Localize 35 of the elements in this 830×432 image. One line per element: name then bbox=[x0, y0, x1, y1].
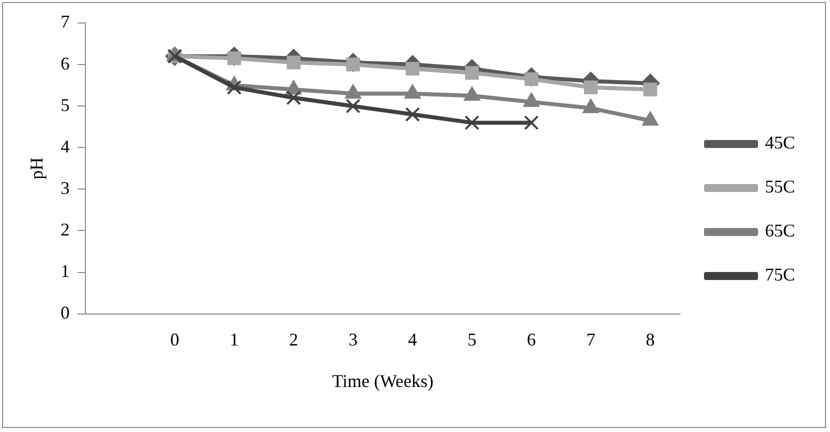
point bbox=[226, 80, 242, 95]
y-tick-label: 5 bbox=[60, 94, 70, 115]
y-tick-label: 6 bbox=[60, 53, 70, 74]
point bbox=[524, 72, 538, 86]
y-tick-label: 2 bbox=[60, 219, 70, 240]
point bbox=[405, 107, 420, 122]
x-tick-label: 8 bbox=[646, 329, 655, 350]
point bbox=[286, 56, 300, 70]
x-tick-label: 4 bbox=[408, 329, 418, 350]
y-tick-label: 0 bbox=[60, 302, 70, 323]
point bbox=[406, 62, 420, 76]
x-tick-label: 0 bbox=[170, 329, 180, 350]
point bbox=[465, 66, 479, 80]
x-tick-label: 5 bbox=[467, 329, 476, 350]
point bbox=[346, 98, 360, 114]
x-axis-title: Time (Weeks) bbox=[332, 370, 434, 391]
y-tick-label: 3 bbox=[60, 178, 70, 198]
y-axis-title: pH bbox=[26, 157, 47, 180]
legend-label: 75C bbox=[764, 264, 796, 285]
point bbox=[584, 80, 598, 94]
point bbox=[524, 115, 539, 130]
x-tick-label: 7 bbox=[586, 329, 596, 350]
x-tick-label: 3 bbox=[348, 329, 358, 350]
x-tick-label: 1 bbox=[230, 329, 239, 350]
y-tick-label: 1 bbox=[60, 260, 70, 281]
point bbox=[643, 82, 658, 96]
point bbox=[464, 115, 480, 130]
y-tick-label: 4 bbox=[60, 136, 70, 156]
x-tick-label: 6 bbox=[526, 329, 536, 350]
legend-label: 45C bbox=[764, 132, 796, 153]
x-tick-label: 2 bbox=[289, 329, 298, 350]
legend-label: 55C bbox=[764, 176, 796, 197]
legend-label: 65C bbox=[764, 220, 796, 241]
y-tick-label: 7 bbox=[60, 12, 70, 32]
point bbox=[286, 90, 301, 106]
